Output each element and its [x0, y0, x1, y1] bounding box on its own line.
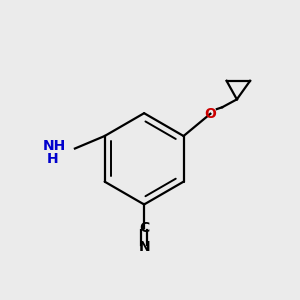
Text: NH: NH: [43, 139, 66, 153]
Text: C: C: [139, 221, 149, 235]
Text: O: O: [204, 107, 216, 121]
Text: H: H: [47, 152, 58, 167]
Text: N: N: [138, 240, 150, 254]
